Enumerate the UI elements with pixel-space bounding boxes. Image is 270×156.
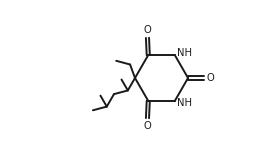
Text: O: O: [144, 25, 151, 35]
Text: NH: NH: [177, 98, 192, 108]
Text: O: O: [144, 121, 151, 131]
Text: O: O: [207, 73, 215, 83]
Text: NH: NH: [177, 48, 192, 58]
